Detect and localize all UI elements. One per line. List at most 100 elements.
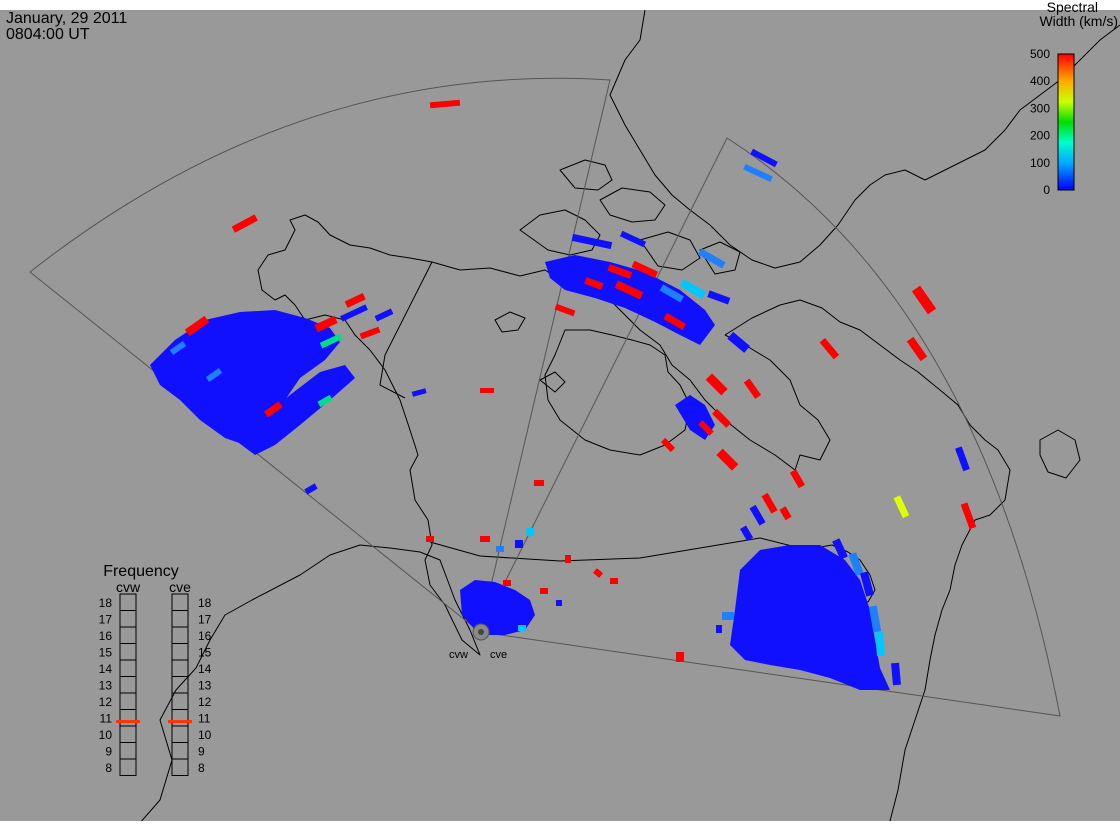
echo-cell — [518, 625, 526, 631]
radar-site: cvw cve — [449, 623, 507, 661]
date-label: January, 29 2011 — [6, 10, 128, 27]
echo-cell — [584, 277, 604, 290]
frequency-tick: 16 — [99, 629, 113, 643]
echo-cell — [819, 338, 840, 360]
echo-cell — [722, 612, 734, 620]
echo-cell — [304, 483, 318, 495]
echo-cell — [697, 248, 726, 269]
frequency-tick: 8 — [105, 761, 112, 775]
coastline-hudson-bay — [544, 329, 691, 456]
echo-cell — [619, 230, 647, 248]
echo-cell — [317, 394, 333, 408]
colorbar-tick: 200 — [1030, 129, 1050, 143]
frequency-panel: Frequency cvw cve 18 17 16 15 14 13 12 11 10 9 8 1… — [99, 563, 212, 776]
frequency-title: Frequency — [103, 563, 179, 580]
frequency-tick: 8 — [198, 761, 205, 775]
echo-cell — [727, 331, 750, 353]
echo-cell — [344, 293, 366, 308]
colorbar-tick: 500 — [1030, 47, 1050, 61]
border-us-canada — [429, 537, 801, 562]
echo-cell — [716, 448, 739, 471]
echo-cell — [761, 492, 778, 514]
colorbar: Spectral Width (km/s) 500 400 300 200 100 0 — [1030, 0, 1118, 197]
cve-fov-outline — [479, 137, 1061, 717]
frequency-tick: 17 — [198, 613, 212, 627]
echo-cell — [740, 525, 754, 542]
frequency-tick: 13 — [198, 679, 212, 693]
echo-cell — [848, 552, 864, 576]
echo-cell — [789, 469, 805, 489]
echo-cell — [231, 214, 258, 233]
coastline-newfoundland — [1039, 429, 1081, 479]
frequency-cell — [119, 758, 137, 776]
echo-cell — [743, 163, 773, 183]
echo-cell — [496, 546, 504, 552]
echo-cell — [614, 280, 644, 300]
echo-patch-eastern-us — [730, 545, 890, 690]
echo-layer — [150, 99, 977, 690]
fov-outline-layer — [29, 77, 1061, 717]
coastline-arctic-islands — [494, 159, 741, 393]
frequency-tick: 15 — [198, 646, 212, 660]
colorbar-tick: 0 — [1043, 183, 1050, 197]
echo-cell — [860, 571, 874, 597]
frequency-radar-label-cve: cve — [169, 579, 191, 595]
coastline-greenland — [609, 9, 1120, 269]
frequency-tick: 14 — [99, 662, 113, 676]
frequency-tick: 10 — [99, 728, 113, 742]
frequency-tick: 15 — [99, 646, 113, 660]
frequency-scale-cve: 18 17 16 15 14 13 12 11 10 9 8 — [168, 593, 212, 776]
coastline-alaska-westcoast — [136, 214, 481, 826]
echo-patch-alaska-south — [235, 365, 355, 455]
echo-cell — [712, 408, 732, 428]
echo-cell — [749, 504, 766, 526]
frequency-tick: 18 — [99, 596, 113, 610]
echo-cell — [631, 260, 659, 279]
echo-cell — [832, 538, 848, 560]
echo-cell — [607, 264, 633, 279]
echo-cell — [411, 388, 427, 397]
cvw-fov-outline — [29, 77, 611, 633]
echo-cell — [554, 303, 576, 317]
coastline-labrador — [724, 299, 1011, 822]
echo-cell — [676, 652, 684, 662]
echo-cell — [610, 578, 618, 584]
site-label-cve: cve — [490, 649, 507, 661]
echo-cell — [556, 600, 562, 606]
frequency-tick: 14 — [198, 662, 212, 676]
echo-cell — [960, 502, 977, 530]
frequency-tick: 12 — [99, 695, 113, 709]
echo-cell — [184, 315, 210, 337]
echo-cell — [374, 308, 394, 322]
echo-cell — [534, 480, 544, 486]
echo-cell — [891, 662, 901, 686]
echo-cell — [906, 336, 928, 362]
map-background — [0, 10, 1120, 821]
frequency-tick: 16 — [198, 629, 212, 643]
frequency-tick: 18 — [198, 596, 212, 610]
echo-cell — [319, 333, 343, 349]
echo-cell — [340, 304, 368, 322]
frequency-tick: 10 — [198, 728, 212, 742]
echo-cell — [571, 233, 613, 250]
echo-cell — [698, 420, 714, 436]
frequency-radar-label-cvw: cvw — [116, 579, 141, 595]
echo-cell — [893, 495, 910, 519]
frequency-tick: 11 — [198, 712, 211, 726]
echo-cell — [429, 99, 461, 109]
colorbar-tick-labels: 500 400 300 200 100 0 — [1030, 47, 1050, 197]
frequency-tick: 11 — [100, 712, 113, 726]
frequency-tick: 12 — [198, 695, 212, 709]
echo-cell — [911, 285, 937, 315]
echo-cell — [716, 625, 722, 633]
echo-cell — [540, 588, 548, 594]
echo-cell — [750, 148, 778, 168]
border-alaska-canada — [379, 261, 433, 399]
echo-cell — [515, 540, 523, 548]
frequency-tick: 13 — [99, 679, 113, 693]
colorbar-tick: 300 — [1030, 101, 1050, 115]
border-layer — [379, 261, 801, 562]
frequency-tick: 9 — [198, 745, 205, 759]
